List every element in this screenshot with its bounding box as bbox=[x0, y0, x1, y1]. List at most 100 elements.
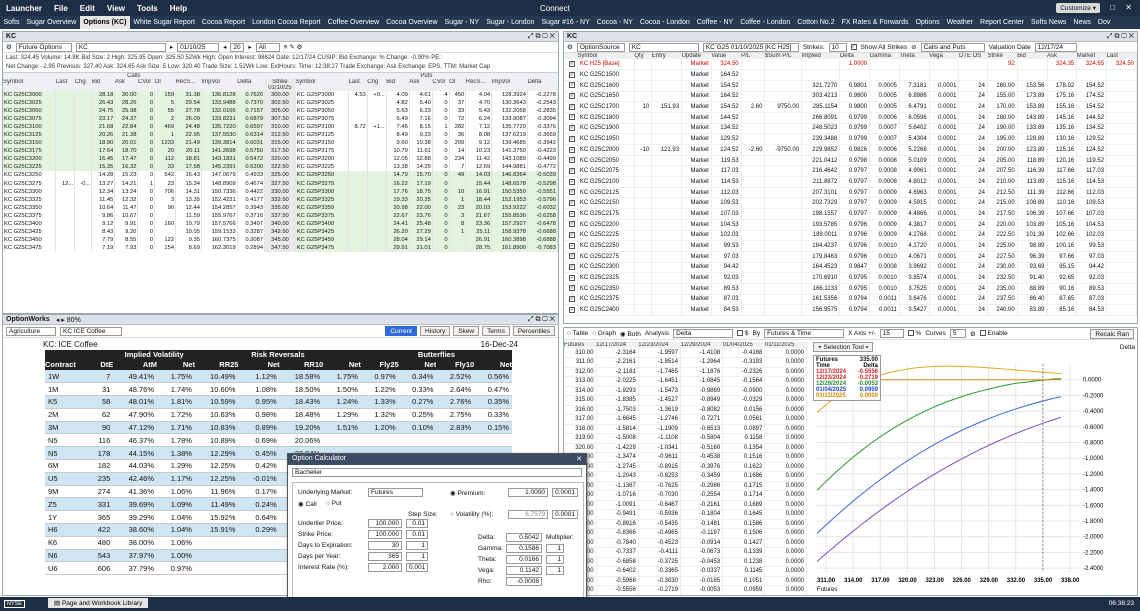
analysis-row[interactable]: 316.00 -1.7503 -1.3619 -0.8082 0.0156 0.0000 bbox=[564, 405, 807, 415]
tab-0[interactable]: Softs bbox=[3, 19, 20, 26]
analysis-row[interactable]: 320.00 -1.4229 -1.0341 -0.5160 0.1354 0.0000 bbox=[564, 443, 807, 453]
os-col-header[interactable]: Symbol bbox=[577, 53, 598, 59]
view-button-terms[interactable]: Terms bbox=[482, 326, 510, 336]
calc-step-input[interactable]: 1 bbox=[406, 541, 428, 550]
os-col-header[interactable]: Theta bbox=[899, 53, 915, 59]
analysis-row[interactable]: 314.00 -1.9293 -1.5473 -0.9869 -0.0900 0.0000 bbox=[564, 386, 807, 396]
calc-field-input[interactable]: 30 bbox=[368, 541, 402, 550]
row-checkbox[interactable]: ✓ bbox=[564, 251, 578, 263]
position-row[interactable]: ✓ KC G25C1650 Market 164.52 303.4213 0.9800 0.… bbox=[564, 91, 1137, 103]
analysis-row[interactable]: 336.00-0.5165-0.24300.00660.08670.0000 bbox=[564, 595, 807, 596]
strike-col-header[interactable]: Strike bbox=[264, 79, 296, 85]
call-col-header[interactable]: Symbol bbox=[3, 79, 24, 85]
tab-5[interactable]: London Cocoa Report bbox=[252, 19, 321, 26]
dollar-checkbox[interactable]: $ bbox=[737, 330, 748, 337]
call-col-header[interactable]: Last bbox=[55, 79, 68, 85]
position-row[interactable]: ✓ KC G25C2375 Market 87.03 161.5356 0.9794 0.0… bbox=[564, 294, 1137, 306]
position-row[interactable]: ✓ KC G25C2075 Market 117.03 216.4642 0.9797 0.… bbox=[564, 165, 1137, 178]
tab-17[interactable]: Options bbox=[915, 19, 940, 26]
tab-19[interactable]: Report Center bbox=[980, 19, 1024, 26]
analysis-row[interactable]: 318.00 -1.5814 -1.1909 -0.6513 0.0897 0.0000 bbox=[564, 424, 807, 434]
radio-both[interactable]: ◉ Both bbox=[619, 330, 641, 338]
view-button-current[interactable]: Current bbox=[385, 326, 417, 336]
row-checkbox[interactable]: ✓ bbox=[564, 197, 578, 210]
volatility-radio[interactable]: ○ Volatility (%): bbox=[450, 511, 494, 518]
position-row[interactable]: ✓ KC G25C1900 Market 134.52 248.5023 0.9799 0.… bbox=[564, 123, 1137, 135]
symbol-input[interactable]: KC bbox=[75, 42, 166, 52]
row-checkbox[interactable]: ✓ bbox=[564, 187, 578, 199]
filter-select[interactable]: All bbox=[255, 42, 280, 52]
analysis-row[interactable]: 317.00 -1.6645 -1.2746 -0.7271 0.0561 0.0000 bbox=[564, 414, 807, 425]
position-row[interactable]: ✓ KC G25C2125 Market 112.03 207.3101 0.9797 0.… bbox=[564, 187, 1137, 199]
option-chain-row[interactable]: KC G25C3225 15.35 16.32 0 33 17.58 145.2391 0.5… bbox=[3, 163, 558, 172]
position-row[interactable]: ✓ KC G25C2250 Market 99.53 184.4237 0.9796 0.0… bbox=[564, 240, 1137, 252]
os-col-header[interactable]: Strike bbox=[987, 53, 1003, 59]
option-chain-row[interactable]: KC G25C3325 11.45 12.32 0 3 13.35 152.4231 0.41… bbox=[3, 195, 558, 204]
valuation-date-input[interactable]: 12/17/24 bbox=[1034, 42, 1077, 52]
checkbox[interactable]: ✓ bbox=[568, 199, 575, 206]
option-chain-row[interactable]: KC G25C3275 12... -0... 13.27 14.21 1 23 15.34 1… bbox=[3, 179, 558, 188]
put-col-header[interactable]: OI bbox=[449, 79, 456, 85]
option-chain-row[interactable]: KC G25C3375 9.86 10.67 0 11.59 155.9767 0.3716… bbox=[3, 211, 558, 220]
gear-icon[interactable]: ⚙ bbox=[567, 44, 573, 51]
os-col-header[interactable]: Update bbox=[681, 53, 701, 59]
xaxis-input[interactable]: 15 bbox=[879, 329, 904, 338]
volatility-input[interactable]: 6.7579 bbox=[508, 510, 548, 519]
vol-col-header[interactable]: Net bbox=[157, 359, 195, 370]
position-row[interactable]: ✓ KC G25C2325 Market 92.03 170.6910 0.9795 0.0… bbox=[564, 272, 1137, 284]
row-checkbox[interactable]: ✓ bbox=[564, 262, 578, 274]
put-col-header[interactable]: Last bbox=[348, 79, 360, 85]
menu-tools[interactable]: Tools bbox=[137, 3, 158, 13]
vol-col-header[interactable]: Net bbox=[238, 359, 280, 370]
vol-col-header[interactable]: Contract bbox=[45, 359, 88, 370]
checkbox[interactable]: ✓ bbox=[568, 253, 575, 260]
strikes-input[interactable]: 10 bbox=[828, 42, 847, 52]
base-row[interactable]: ✓ KC H25 [Base] Market 324.50 1.0000 92 324.35… bbox=[564, 59, 1137, 71]
put-radio[interactable]: ○ Put bbox=[326, 500, 342, 507]
checkbox[interactable]: ✓ bbox=[568, 93, 575, 100]
recalc-button[interactable]: Recalc Ran bbox=[1090, 328, 1134, 339]
tab-21[interactable]: News bbox=[1073, 19, 1091, 26]
checkbox[interactable]: ✓ bbox=[568, 232, 575, 239]
option-chain-row[interactable]: KC G25C3025 26.43 28.26 0 5 29.54 133.9488 0.73… bbox=[3, 99, 558, 108]
row-checkbox[interactable]: ✓ bbox=[564, 91, 578, 103]
calc-step-input[interactable]: 0.01 bbox=[406, 530, 428, 539]
position-row[interactable]: ✓ KC G25C1600 Market 154.52 321.7270 0.9801 0.… bbox=[564, 80, 1137, 92]
checkbox[interactable]: ✓ bbox=[568, 178, 575, 185]
play-icon[interactable]: ▸ bbox=[169, 44, 174, 51]
option-chain-row[interactable]: KC G25C3125 20.26 21.38 0 1 22.95 137.5530 0.63… bbox=[3, 131, 558, 140]
menu-help[interactable]: Help bbox=[169, 3, 188, 13]
analysis-col-header[interactable]: 12/29/2024 bbox=[680, 342, 711, 348]
gear-icon[interactable]: ⚙ bbox=[6, 44, 12, 51]
enable-checkbox[interactable]: Enable bbox=[979, 330, 1008, 337]
os-col-header[interactable]: Delta bbox=[839, 53, 854, 59]
checkbox[interactable]: ✓ bbox=[568, 167, 575, 174]
position-row[interactable]: ✓ KC G25C1950 Market 129.52 239.3488 0.9799 0.… bbox=[564, 133, 1137, 145]
checkbox[interactable]: ✓ bbox=[568, 103, 575, 110]
row-checkbox[interactable]: ✓ bbox=[564, 101, 578, 113]
analysis-row[interactable]: 315.00 -1.8385 -1.4527 -0.8949 -0.0329 0.0000 bbox=[564, 395, 807, 406]
panel-controls[interactable]: ⤢ ⧉ ▢ ✕ bbox=[527, 315, 555, 323]
vol-col-header[interactable]: DtE bbox=[87, 359, 114, 370]
view-button-skew[interactable]: Skew bbox=[453, 326, 480, 336]
row-checkbox[interactable]: ✓ bbox=[564, 230, 578, 242]
series-select[interactable]: KC G25 01/10/2025 [KC H25] bbox=[702, 42, 799, 52]
checkbox[interactable]: ✓ bbox=[568, 221, 575, 228]
option-chain-row[interactable]: KC G25C3075 23.17 24.37 0 2 26.09 133.8231 0.68… bbox=[3, 115, 558, 124]
checkbox[interactable]: ✓ bbox=[568, 157, 575, 164]
row-checkbox[interactable]: ✓ bbox=[564, 59, 578, 71]
vol-col-header[interactable]: RR10 bbox=[279, 359, 324, 370]
position-row[interactable]: ✓ KC G25C2400 Market 84.53 156.9575 0.9794 0.0… bbox=[564, 304, 1137, 316]
row-checkbox[interactable]: ✓ bbox=[564, 208, 578, 220]
row-checkbox[interactable]: ✓ bbox=[564, 112, 578, 124]
checkbox[interactable]: ✓ bbox=[568, 114, 575, 121]
